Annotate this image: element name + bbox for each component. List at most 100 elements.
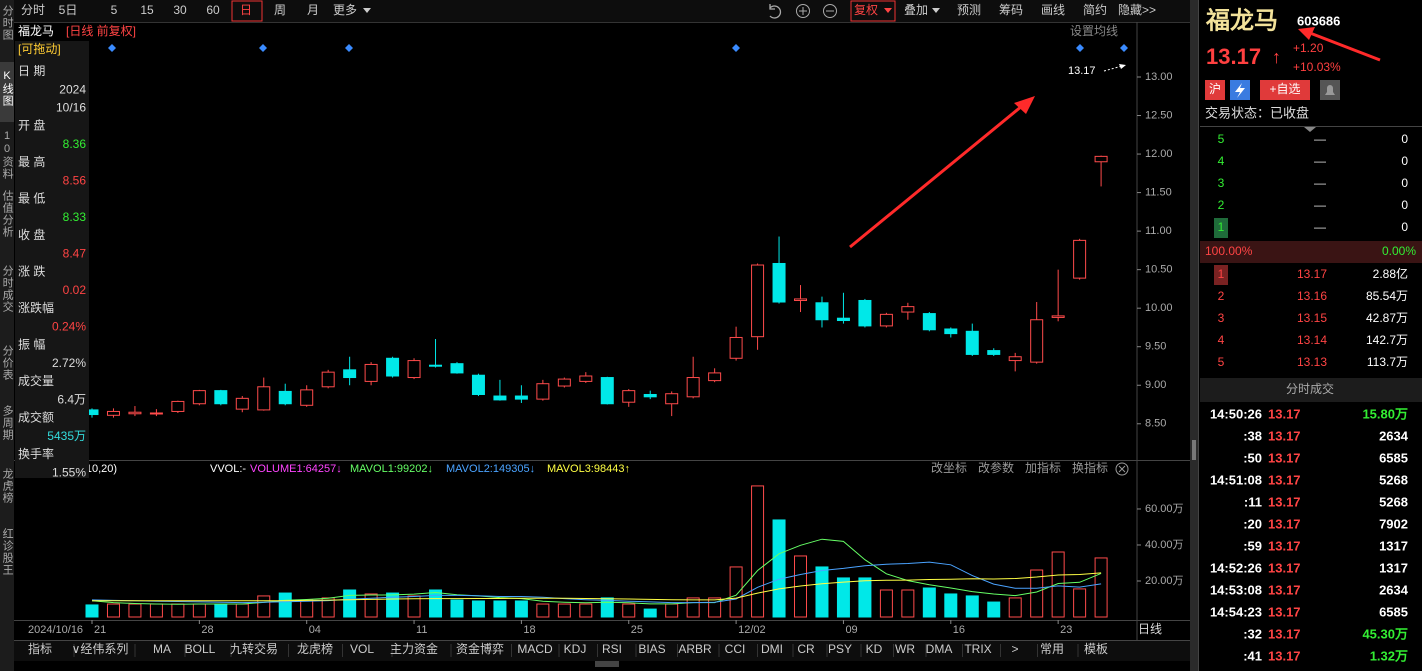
tool-button[interactable]: 画线: [1041, 3, 1065, 17]
last-price-label: 13.17: [1068, 65, 1096, 77]
tool-button[interactable]: 复权: [854, 3, 878, 17]
indicator-button[interactable]: 改坐标: [931, 461, 967, 475]
indicator-tab[interactable]: WR: [895, 642, 915, 656]
indicator-button[interactable]: 换指标: [1072, 460, 1108, 475]
event-marker: [345, 44, 353, 52]
tool-button[interactable]: 筹码: [999, 3, 1023, 17]
drag-tag: [可拖动]: [18, 42, 61, 56]
resize-grip: [595, 661, 619, 667]
side-tab[interactable]: 分时图: [1, 5, 14, 41]
period-tab[interactable]: 分时: [21, 3, 45, 17]
indicator-tab[interactable]: BIAS: [638, 642, 665, 656]
indicator-tab[interactable]: VOL: [350, 642, 374, 656]
indicator-tab[interactable]: DMA: [926, 642, 953, 656]
indicator-tab[interactable]: >: [1011, 642, 1018, 656]
indicator-tab[interactable]: PSY: [828, 642, 852, 656]
candle-body: [407, 360, 421, 379]
trade-volume: 5268: [1379, 494, 1408, 509]
ma-setting[interactable]: 设置均线: [1070, 24, 1118, 38]
period-tab[interactable]: 15: [140, 3, 154, 17]
zoom-out-icon[interactable]: [823, 4, 837, 18]
indicator-tab[interactable]: BOLL: [185, 642, 216, 656]
indicator-tab[interactable]: 主力资金: [390, 641, 438, 656]
volume-bar: [235, 603, 249, 618]
indicator-tab[interactable]: 常用: [1040, 642, 1064, 656]
period-tab[interactable]: 日: [240, 3, 252, 17]
indicator-tab[interactable]: ARBR: [678, 642, 712, 656]
indicator-tab[interactable]: 指标: [28, 641, 52, 656]
close-icon[interactable]: [1115, 462, 1129, 476]
zoom-in-icon[interactable]: [796, 4, 810, 18]
indicator-tab[interactable]: ∨经伟系列: [72, 642, 129, 656]
volume-bar: [1008, 597, 1022, 618]
period-tab[interactable]: 60: [206, 3, 220, 17]
candle-body: [514, 395, 528, 400]
dropdown-caret: [363, 8, 371, 13]
undo-icon[interactable]: [769, 4, 782, 19]
cursor-date: 2024/10/16: [28, 624, 83, 636]
indicator-tab[interactable]: 资金博弈: [456, 641, 504, 656]
period-tab[interactable]: 5: [111, 3, 118, 17]
volume-legend: MAVOL3:98443↑: [547, 463, 630, 475]
candle-body: [815, 302, 829, 321]
indicator-tab[interactable]: 模板: [1084, 642, 1108, 656]
trade-price: 13.17: [1268, 516, 1301, 531]
indicator-tab[interactable]: CCI: [725, 642, 746, 656]
trade-volume: 1317: [1379, 560, 1408, 575]
side-tab[interactable]: 龙虎榜: [1, 468, 14, 504]
indicator-tab[interactable]: CR: [797, 642, 815, 656]
side-tab-active: [0, 62, 14, 122]
tool-button[interactable]: 预测: [957, 3, 981, 17]
indicator-button[interactable]: 改参数: [978, 460, 1014, 475]
volume-bar: [557, 603, 571, 618]
indicator-tab[interactable]: DMI: [761, 642, 783, 656]
side-tab[interactable]: 10资料: [1, 130, 14, 180]
side-tab[interactable]: 分时成交: [1, 265, 14, 313]
tool-button[interactable]: 叠加: [904, 3, 928, 17]
indicator-tab[interactable]: RSI: [602, 642, 622, 656]
indicator-tab[interactable]: TRIX: [964, 642, 991, 656]
fuquan-box: [850, 0, 896, 22]
buy-volume: 85.54万: [1366, 289, 1408, 303]
info-value: 2024: [59, 83, 86, 97]
last-price: 13.17: [1206, 44, 1261, 69]
side-tab-strip: [0, 0, 14, 671]
x-tick-label: 28: [201, 624, 213, 636]
candle-body: [171, 400, 185, 412]
candle-body: [471, 374, 485, 395]
side-tab[interactable]: 估值分析: [1, 190, 14, 238]
volume-bar: [514, 600, 528, 618]
indicator-tab[interactable]: 九转交易: [230, 641, 278, 656]
side-tab[interactable]: 红诊股王: [1, 528, 14, 576]
side-tab[interactable]: K线图: [1, 70, 14, 107]
x-tick-label: 09: [845, 624, 857, 636]
y-tick-label: 11.00: [1145, 225, 1172, 237]
indicator-button[interactable]: 加指标: [1025, 460, 1061, 475]
period-tab[interactable]: 更多: [333, 3, 357, 17]
y-tick-label: 12.00: [1145, 148, 1173, 160]
volume-bar: [686, 597, 700, 618]
period-tab[interactable]: 5日: [59, 3, 78, 17]
tool-button[interactable]: 隐藏>>: [1118, 3, 1156, 17]
indicator-tab[interactable]: MACD: [517, 642, 553, 656]
period-tab[interactable]: 周: [274, 3, 286, 17]
period-tab[interactable]: 月: [307, 3, 319, 17]
indicator-tab[interactable]: MA: [153, 642, 171, 656]
indicator-tab[interactable]: KD: [866, 642, 883, 656]
volume-bar: [944, 593, 958, 618]
info-label: 成交额: [18, 410, 54, 425]
indicator-tab[interactable]: 龙虎榜: [297, 641, 333, 656]
collapse-caret: [1304, 127, 1316, 132]
y-tick-label: 60.00万: [1145, 503, 1184, 515]
period-tab[interactable]: 30: [173, 3, 187, 17]
candle-body: [321, 371, 335, 388]
side-tab[interactable]: 分价表: [1, 345, 14, 381]
volume-bar: [106, 603, 120, 618]
indicator-tab[interactable]: KDJ: [564, 642, 587, 656]
tool-button[interactable]: 简约: [1083, 2, 1107, 17]
candle-body: [579, 375, 593, 382]
volume-bar: [1094, 557, 1108, 618]
side-tab[interactable]: 多周期: [1, 404, 14, 441]
candle-body: [836, 317, 850, 322]
